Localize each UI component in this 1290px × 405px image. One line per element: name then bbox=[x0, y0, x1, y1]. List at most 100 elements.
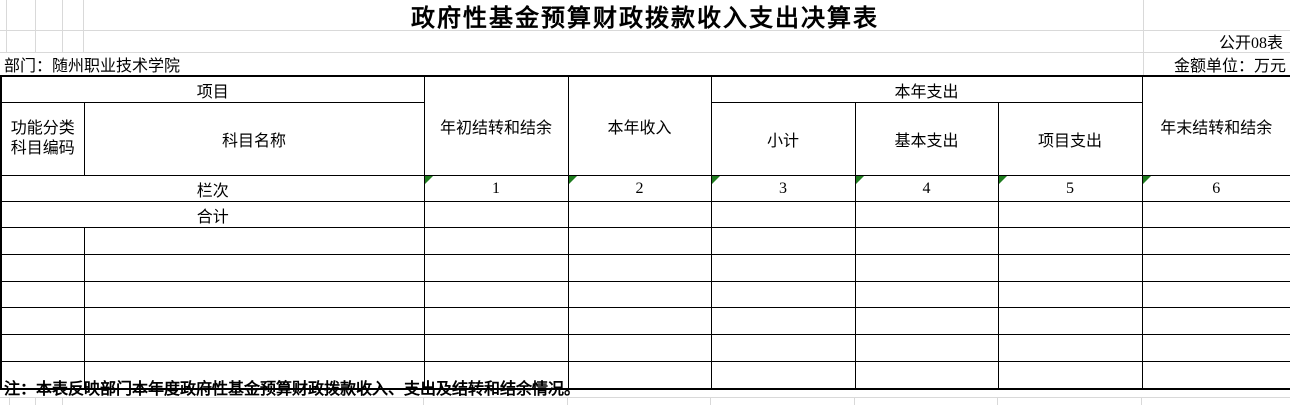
empty-cell[interactable] bbox=[83, 361, 425, 390]
empty-cell[interactable] bbox=[567, 361, 712, 390]
empty-cell[interactable] bbox=[0, 334, 85, 363]
gridline bbox=[6, 0, 7, 52]
empty-cell[interactable] bbox=[997, 307, 1143, 336]
empty-cell[interactable] bbox=[854, 280, 999, 309]
header-opening-balance[interactable]: 年初结转和结余 bbox=[423, 75, 569, 176]
gridline bbox=[567, 397, 568, 405]
department-label: 部门：随州职业技术学院 bbox=[4, 57, 181, 75]
header-func-code[interactable]: 功能分类 科目编码 bbox=[0, 102, 85, 176]
total-cell[interactable] bbox=[854, 201, 999, 228]
empty-cell[interactable] bbox=[0, 307, 85, 336]
empty-cell[interactable] bbox=[567, 227, 712, 255]
empty-cell[interactable] bbox=[423, 361, 569, 390]
gridline bbox=[83, 0, 84, 52]
empty-cell[interactable] bbox=[710, 334, 856, 363]
header-current-expenditure[interactable]: 本年支出 bbox=[710, 75, 1143, 103]
data-row bbox=[0, 253, 1290, 282]
empty-cell[interactable] bbox=[567, 280, 712, 309]
column-index-cell-1[interactable]: 1 bbox=[423, 175, 569, 202]
header-row-1: 项目 年初结转和结余 本年收入 本年支出 年末结转和结余 bbox=[0, 75, 1290, 176]
empty-cell[interactable] bbox=[423, 280, 569, 309]
empty-cell[interactable] bbox=[1141, 280, 1290, 309]
empty-cell[interactable] bbox=[854, 253, 999, 282]
gridline bbox=[423, 397, 424, 405]
gridline bbox=[854, 397, 855, 405]
empty-cell[interactable] bbox=[997, 361, 1143, 390]
error-indicator-triangle-icon bbox=[425, 176, 433, 184]
empty-cell[interactable] bbox=[1141, 253, 1290, 282]
total-row: 合计 bbox=[0, 201, 1290, 228]
column-index-cell-5[interactable]: 5 bbox=[997, 175, 1143, 202]
empty-cell[interactable] bbox=[567, 307, 712, 336]
empty-cell[interactable] bbox=[854, 361, 999, 390]
column-index-cell-6[interactable]: 6 bbox=[1141, 175, 1290, 202]
empty-cell[interactable] bbox=[83, 334, 425, 363]
empty-cell[interactable] bbox=[83, 227, 425, 255]
empty-cell[interactable] bbox=[854, 227, 999, 255]
empty-cell[interactable] bbox=[854, 307, 999, 336]
header-basic-expenditure[interactable]: 基本支出 bbox=[854, 102, 999, 176]
header-closing-balance[interactable]: 年末结转和结余 bbox=[1141, 75, 1290, 176]
empty-cell[interactable] bbox=[710, 361, 856, 390]
empty-cell[interactable] bbox=[1141, 334, 1290, 363]
column-index-cell-3[interactable]: 3 bbox=[710, 175, 856, 202]
note-row: 注：本表反映部门本年度政府性基金预算财政拨款收入、支出及结转和结余情况。 bbox=[0, 377, 1290, 398]
header-subject-name[interactable]: 科目名称 bbox=[83, 102, 425, 176]
header-current-income[interactable]: 本年收入 bbox=[567, 75, 712, 176]
header-subtotal[interactable]: 小计 bbox=[710, 102, 856, 176]
error-indicator-triangle-icon bbox=[712, 176, 720, 184]
row-index-label[interactable]: 栏次 bbox=[0, 175, 425, 202]
data-row bbox=[0, 307, 1290, 336]
header-project[interactable]: 项目 bbox=[0, 75, 425, 103]
total-cell[interactable] bbox=[710, 201, 856, 228]
total-row-label[interactable]: 合计 bbox=[0, 201, 425, 228]
empty-cell[interactable] bbox=[0, 253, 85, 282]
error-indicator-triangle-icon bbox=[999, 176, 1007, 184]
empty-cell[interactable] bbox=[997, 334, 1143, 363]
empty-cell[interactable] bbox=[1141, 227, 1290, 255]
title-row: 政府性基金预算财政拨款收入支出决算表 bbox=[0, 0, 1290, 32]
empty-cell[interactable] bbox=[423, 253, 569, 282]
empty-cell[interactable] bbox=[567, 253, 712, 282]
empty-cell[interactable] bbox=[710, 280, 856, 309]
gridline bbox=[35, 0, 36, 52]
total-cell[interactable] bbox=[1141, 201, 1290, 228]
empty-cell[interactable] bbox=[854, 334, 999, 363]
total-cell[interactable] bbox=[567, 201, 712, 228]
gridline bbox=[0, 52, 1290, 53]
total-cell[interactable] bbox=[423, 201, 569, 228]
column-index-cell-2[interactable]: 2 bbox=[567, 175, 712, 202]
empty-cell[interactable] bbox=[423, 334, 569, 363]
empty-cell[interactable] bbox=[997, 227, 1143, 255]
gridline bbox=[62, 0, 63, 52]
empty-cell[interactable] bbox=[710, 253, 856, 282]
empty-cell[interactable] bbox=[997, 253, 1143, 282]
empty-cell[interactable] bbox=[423, 227, 569, 255]
empty-cell[interactable] bbox=[567, 334, 712, 363]
column-index-row: 栏次 1 2 3 4 5 bbox=[0, 175, 1290, 202]
column-index-cell-4[interactable]: 4 bbox=[854, 175, 999, 202]
empty-cell[interactable] bbox=[423, 307, 569, 336]
empty-cell[interactable] bbox=[0, 280, 85, 309]
data-row bbox=[0, 334, 1290, 363]
header-row-2: 功能分类 科目编码 科目名称 小计 基本支出 项目支出 bbox=[0, 102, 1290, 176]
data-row bbox=[0, 280, 1290, 309]
gridline bbox=[997, 397, 998, 405]
header-project-expenditure[interactable]: 项目支出 bbox=[997, 102, 1143, 176]
error-indicator-triangle-icon bbox=[856, 176, 864, 184]
empty-cell[interactable] bbox=[83, 280, 425, 309]
empty-cell[interactable] bbox=[83, 307, 425, 336]
column-number: 5 bbox=[1066, 179, 1075, 197]
gridline bbox=[0, 30, 1290, 31]
empty-cell[interactable] bbox=[997, 280, 1143, 309]
empty-cell[interactable] bbox=[0, 227, 85, 255]
empty-cell[interactable] bbox=[1141, 307, 1290, 336]
empty-cell[interactable] bbox=[710, 307, 856, 336]
gridline bbox=[9, 397, 10, 405]
total-cell[interactable] bbox=[997, 201, 1143, 228]
empty-cell[interactable] bbox=[710, 227, 856, 255]
empty-cell[interactable] bbox=[1141, 361, 1290, 390]
empty-cell[interactable] bbox=[83, 253, 425, 282]
gridline bbox=[0, 397, 1290, 398]
empty-cell[interactable] bbox=[0, 361, 85, 390]
